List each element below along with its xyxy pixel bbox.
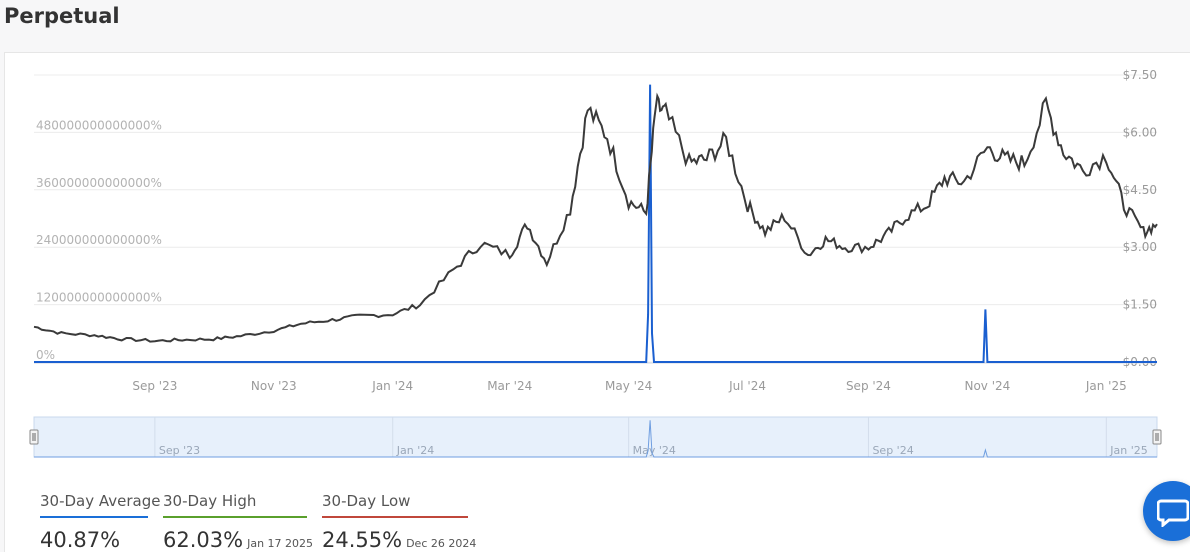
left-axis-tick-label: 240000000000000% xyxy=(36,233,162,247)
right-axis-tick-label: $6.00 xyxy=(1123,125,1157,139)
left-axis-tick-label: 480000000000000% xyxy=(36,118,162,132)
left-axis-tick-label: 360000000000000% xyxy=(36,176,162,190)
stat-low-underline xyxy=(322,516,468,518)
x-axis-tick-label: May '24 xyxy=(605,379,652,393)
x-axis-tick-label: Sep '23 xyxy=(132,379,177,393)
stat-low-value: 24.55% xyxy=(322,528,403,552)
page-title: Perpetual xyxy=(4,4,120,28)
navigator-ticks: Sep '23 Jan '24 May '24 Sep '24 Jan '25 xyxy=(154,417,1148,457)
stat-high: 30-Day High 62.03% Jan 17 2025 xyxy=(163,492,313,552)
navigator-series-line xyxy=(34,420,1157,458)
chat-icon xyxy=(1157,499,1189,527)
stat-low-date: Dec 26 2024 xyxy=(406,537,477,550)
right-axis-tick-label: $7.50 xyxy=(1123,68,1157,82)
navigator-left-handle[interactable] xyxy=(29,429,39,445)
x-axis-ticks: Sep '23 Nov '23 Jan '24 Mar '24 May '24 Jul '… xyxy=(132,379,1126,393)
stat-high-underline xyxy=(163,516,307,518)
x-axis-tick-label: Nov '23 xyxy=(251,379,297,393)
left-axis-ticks: 0% 120000000000000% 240000000000000% 360000… xyxy=(36,118,162,362)
stat-average-underline xyxy=(40,516,148,518)
left-axis-tick-label: 0% xyxy=(36,348,55,362)
x-axis-tick-label: Nov '24 xyxy=(964,379,1010,393)
navigator-tick-label: Sep '23 xyxy=(159,444,200,457)
right-axis-tick-label: $3.00 xyxy=(1123,240,1157,254)
x-axis-tick-label: Jan '24 xyxy=(371,379,413,393)
x-axis-tick-label: Jan '25 xyxy=(1085,379,1127,393)
right-axis-tick-label: $1.50 xyxy=(1123,298,1157,312)
price-series-line xyxy=(33,92,1158,343)
navigator-tick-label: Jan '25 xyxy=(1109,444,1147,457)
navigator-tick-label: May '24 xyxy=(633,444,676,457)
navigator-tick-label: Jan '24 xyxy=(396,444,434,457)
stat-low: 30-Day Low 24.55% Dec 26 2024 xyxy=(322,492,476,552)
stat-average: 30-Day Average 40.87% xyxy=(40,492,160,552)
chart-panel xyxy=(4,52,1190,552)
left-axis-tick-label: 120000000000000% xyxy=(36,291,162,305)
stat-high-value: 62.03% xyxy=(163,528,244,552)
funding-rate-chart[interactable]: 0% 120000000000000% 240000000000000% 360000… xyxy=(0,0,1190,470)
chat-button[interactable] xyxy=(1143,481,1190,541)
stat-low-label: 30-Day Low xyxy=(322,492,411,510)
rate-series-line xyxy=(34,84,1157,363)
navigator-handle-grip xyxy=(1152,429,1162,445)
stat-high-label: 30-Day High xyxy=(163,492,257,510)
stat-average-label: 30-Day Average xyxy=(40,492,161,510)
chart-gridlines xyxy=(34,74,1157,363)
stat-average-value: 40.87% xyxy=(40,528,121,552)
navigator-right-handle[interactable] xyxy=(1152,429,1162,445)
x-axis-tick-label: Sep '24 xyxy=(846,379,891,393)
x-axis-tick-label: Jul '24 xyxy=(728,379,766,393)
navigator-handle-grip xyxy=(29,429,39,445)
x-axis-tick-label: Mar '24 xyxy=(487,379,532,393)
right-axis-tick-label: $4.50 xyxy=(1123,183,1157,197)
navigator-tick-label: Sep '24 xyxy=(872,444,913,457)
stat-high-date: Jan 17 2025 xyxy=(247,537,314,550)
navigator-background xyxy=(33,416,1158,458)
right-axis-ticks: $0.00$1.50$3.00$4.50$6.00$7.50 xyxy=(1123,68,1157,369)
range-navigator[interactable]: Sep '23 Jan '24 May '24 Sep '24 Jan '25 xyxy=(29,416,1162,458)
